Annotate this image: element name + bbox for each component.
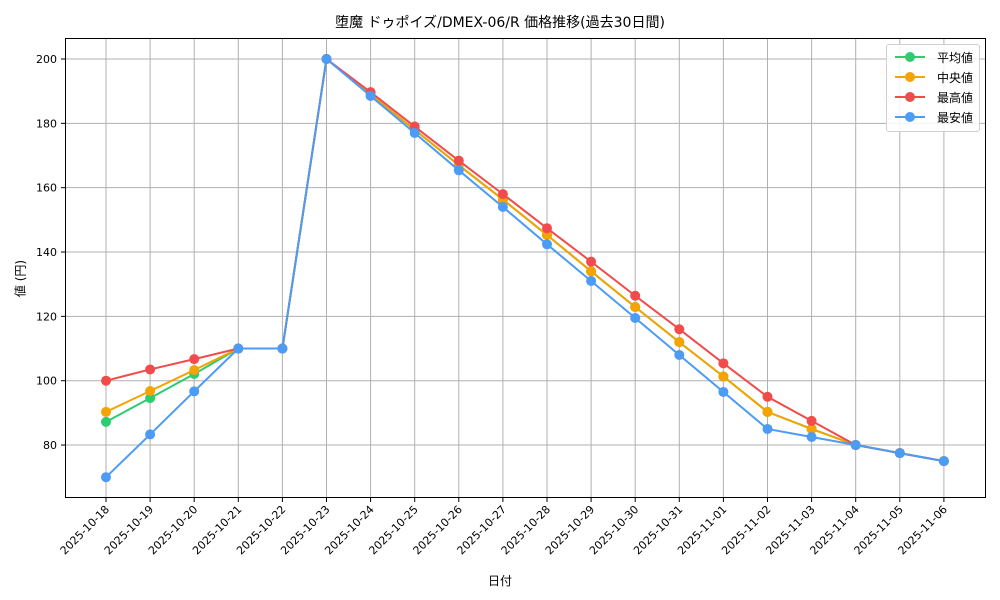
chart-title: 堕魔 ドゥポイズ/DMEX-06/R 価格推移(過去30日間) bbox=[335, 15, 665, 31]
data-point-marker bbox=[101, 416, 111, 427]
y-tick-label: 100 bbox=[36, 375, 57, 388]
data-point-marker bbox=[497, 201, 508, 212]
data-point-marker bbox=[497, 189, 508, 200]
data-point-marker bbox=[938, 456, 949, 467]
series-line bbox=[101, 54, 949, 467]
legend-label: 平均値 bbox=[937, 51, 974, 65]
data-point-marker bbox=[674, 337, 685, 348]
data-point-marker bbox=[542, 223, 552, 234]
data-point-marker bbox=[453, 165, 464, 176]
y-tick-label: 200 bbox=[36, 53, 57, 66]
data-point-marker bbox=[277, 343, 288, 354]
y-tick-label: 140 bbox=[36, 246, 57, 259]
data-point-marker bbox=[718, 358, 729, 369]
legend-label: 最高値 bbox=[937, 91, 974, 105]
data-point-marker bbox=[762, 406, 773, 417]
data-point-marker bbox=[762, 423, 773, 434]
data-point-marker bbox=[233, 343, 244, 354]
data-point-marker bbox=[101, 406, 111, 417]
data-point-marker bbox=[806, 415, 817, 426]
y-tick-label: 80 bbox=[43, 439, 57, 452]
y-tick-label: 120 bbox=[36, 310, 57, 323]
legend-item-max: 最高値 bbox=[893, 88, 977, 106]
legend-marker-icon bbox=[905, 92, 915, 102]
legend-item-min: 最安値 bbox=[893, 108, 977, 126]
data-point-marker bbox=[674, 324, 685, 335]
data-point-marker bbox=[145, 385, 156, 396]
data-point-marker bbox=[718, 371, 729, 382]
series-line bbox=[101, 54, 949, 467]
series-line bbox=[101, 54, 949, 483]
legend-item-average: 平均値 bbox=[893, 48, 977, 66]
data-point-marker bbox=[145, 429, 156, 440]
plot-area-frame bbox=[65, 38, 986, 498]
grid-lines bbox=[66, 39, 985, 497]
legend-marker-icon bbox=[905, 112, 915, 122]
data-point-marker bbox=[586, 256, 597, 267]
data-point-marker bbox=[630, 290, 641, 301]
data-point-marker bbox=[409, 127, 420, 138]
data-point-marker bbox=[453, 155, 464, 166]
data-point-marker bbox=[101, 472, 111, 483]
data-point-marker bbox=[850, 440, 861, 451]
legend-label: 中央値 bbox=[937, 71, 974, 85]
data-point-marker bbox=[189, 386, 200, 397]
y-axis-ticks: 80 100 120 140 160 180 200 bbox=[36, 53, 65, 452]
data-point-marker bbox=[586, 275, 597, 286]
data-point-marker bbox=[630, 312, 641, 323]
data-point-marker bbox=[189, 354, 200, 365]
data-point-marker bbox=[145, 364, 156, 375]
data-series bbox=[101, 54, 949, 483]
data-point-marker bbox=[718, 386, 729, 397]
y-axis-label: 値 (円) bbox=[13, 259, 28, 298]
y-tick-label: 160 bbox=[36, 182, 57, 195]
data-point-marker bbox=[189, 365, 200, 376]
x-axis-ticks: 2025-10-182025-10-192025-10-202025-10-21… bbox=[58, 498, 950, 557]
data-point-marker bbox=[806, 423, 817, 434]
data-point-marker bbox=[586, 266, 597, 277]
data-point-marker bbox=[321, 54, 332, 64]
data-point-marker bbox=[806, 431, 817, 442]
data-point-marker bbox=[894, 448, 905, 459]
legend-marker-icon bbox=[905, 72, 915, 82]
x-axis-label: 日付 bbox=[487, 574, 513, 588]
y-tick-label: 180 bbox=[36, 117, 57, 130]
legend-item-median: 中央値 bbox=[893, 68, 977, 86]
legend: 平均値 中央値 最高値 最安値 bbox=[886, 44, 980, 132]
data-point-marker bbox=[762, 391, 773, 402]
series-line bbox=[101, 54, 949, 467]
legend-marker-icon bbox=[905, 52, 915, 62]
data-point-marker bbox=[365, 90, 376, 101]
legend-label: 最安値 bbox=[937, 111, 974, 125]
data-point-marker bbox=[630, 302, 641, 313]
data-point-marker bbox=[542, 239, 552, 250]
data-point-marker bbox=[674, 349, 685, 360]
data-point-marker bbox=[145, 393, 156, 404]
data-point-marker bbox=[101, 375, 111, 386]
